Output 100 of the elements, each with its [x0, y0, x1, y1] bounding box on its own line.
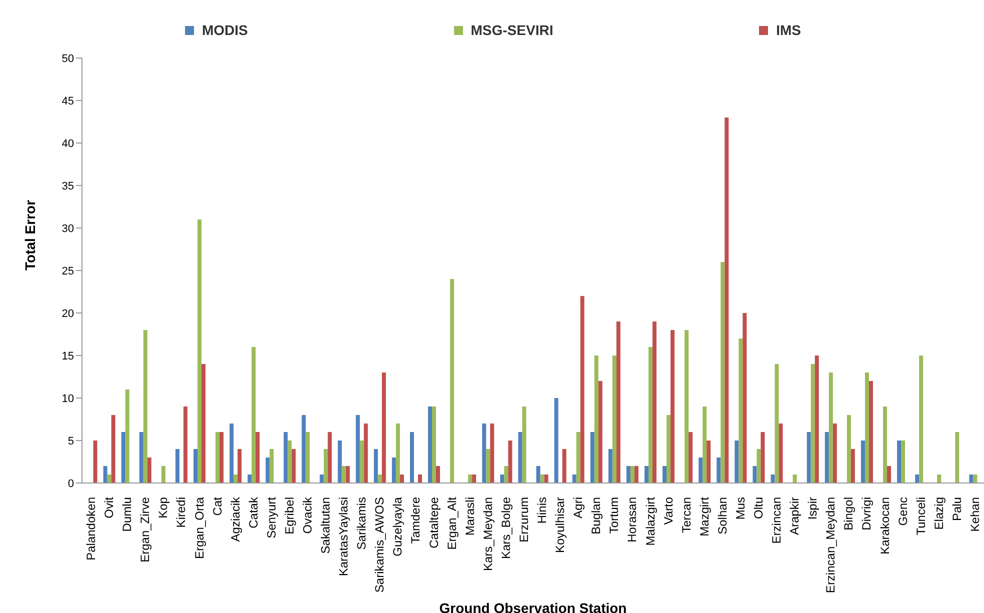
x-tick-label: Agziacik — [228, 496, 242, 542]
bar — [107, 474, 112, 483]
bar — [364, 424, 368, 483]
bar — [778, 424, 783, 483]
x-tick-label: Tamdere — [408, 496, 423, 544]
legend-label: MODIS — [200, 22, 248, 38]
bar — [482, 424, 486, 483]
x-tick-label: Ispir — [806, 497, 820, 520]
y-tick-label: 20 — [62, 308, 74, 320]
x-tick-label: Tortum — [607, 497, 622, 534]
bar — [648, 347, 652, 483]
bar — [702, 406, 707, 483]
x-tick-label: Cat — [210, 496, 224, 516]
x-tick-label: Erzurum — [516, 497, 531, 542]
bar — [652, 322, 656, 483]
x-axis-title: Ground Observation Station — [439, 600, 627, 613]
x-tick-label: Palu — [950, 497, 964, 522]
bar — [201, 364, 206, 483]
y-tick-label: 45 — [62, 95, 74, 108]
x-tick-label: Kehan — [968, 497, 982, 532]
bar — [518, 432, 522, 483]
bar — [374, 449, 378, 483]
bar — [320, 474, 324, 483]
x-tick-label: Egribel — [282, 497, 296, 534]
bar — [161, 466, 166, 483]
bar — [121, 432, 126, 483]
bar — [608, 449, 612, 483]
x-tick-label: Genc — [896, 497, 910, 526]
bar — [919, 356, 924, 483]
bar — [504, 466, 508, 483]
bar — [612, 356, 616, 483]
bar — [626, 466, 630, 483]
bar — [716, 458, 721, 483]
x-tick-label: Cataltepe — [426, 496, 441, 548]
x-tick-label: Sakaltutan — [318, 497, 333, 554]
x-tick-label: Tercan — [679, 497, 694, 534]
bar — [396, 424, 400, 483]
bar — [197, 220, 202, 483]
x-tick-label: Ergan_Alt — [444, 496, 459, 550]
bar — [666, 415, 671, 483]
x-tick-label: Ergan_Orta — [192, 496, 206, 560]
bar — [418, 474, 422, 483]
y-tick-label: 10 — [62, 392, 74, 405]
bar — [450, 279, 454, 483]
bar — [670, 330, 675, 483]
x-tick-label: Ovit — [102, 496, 116, 518]
x-tick-label: Catak — [246, 496, 260, 528]
x-tick-label: KaratasYaylasi — [336, 497, 351, 576]
bar — [576, 432, 580, 483]
x-tick-label: Varto — [661, 496, 676, 525]
bar — [220, 432, 224, 483]
bar — [103, 466, 108, 483]
bar — [522, 406, 526, 483]
bar — [378, 474, 382, 483]
bar — [756, 449, 761, 483]
x-tick-label: Marasli — [462, 497, 477, 536]
x-tick-label: Mazgirt — [697, 496, 712, 536]
bar — [342, 466, 346, 483]
bar — [806, 432, 811, 483]
bar — [706, 440, 711, 483]
y-axis-title: Total Error — [22, 199, 38, 270]
bar — [883, 406, 888, 483]
bar — [302, 415, 306, 483]
bar — [828, 372, 833, 483]
bar — [792, 474, 797, 483]
bar — [288, 440, 292, 483]
x-tick-label: Solhan — [715, 497, 730, 534]
x-tick-label: Palandoken — [84, 497, 98, 560]
bar — [508, 440, 512, 483]
x-tick-label: Horasan — [625, 497, 640, 542]
y-tick-label: 50 — [62, 52, 74, 65]
bar — [125, 390, 130, 483]
bar — [684, 330, 689, 483]
bar — [410, 432, 414, 483]
bar — [536, 466, 540, 483]
bar — [93, 440, 98, 483]
y-tick-label: 30 — [62, 222, 74, 235]
bar — [193, 449, 198, 483]
bar — [360, 440, 364, 483]
bar — [266, 458, 270, 483]
bar — [490, 424, 494, 483]
x-tick-label: Erzincan_Meydan — [824, 497, 838, 594]
bar — [428, 406, 432, 483]
bar — [580, 296, 584, 483]
bar — [324, 449, 328, 483]
bar — [770, 474, 775, 483]
x-tick-label: Malazgirt — [643, 496, 658, 546]
bar — [738, 338, 743, 483]
bar — [973, 474, 978, 483]
y-tick-label: 40 — [62, 138, 74, 150]
bar — [832, 424, 837, 483]
bar — [554, 398, 558, 483]
x-tick-label: Buglan — [589, 497, 604, 534]
bar — [338, 440, 342, 483]
bar — [111, 415, 116, 483]
x-tick-label: Divrigi — [860, 497, 874, 530]
bar — [392, 458, 396, 483]
bar — [810, 364, 815, 483]
bar — [230, 424, 234, 483]
bar — [630, 466, 634, 483]
